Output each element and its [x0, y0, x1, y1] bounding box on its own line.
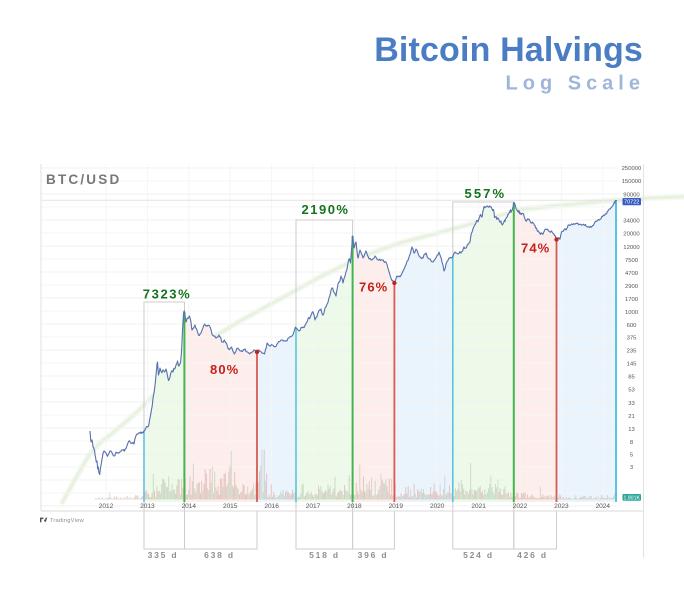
- svg-text:2015: 2015: [223, 503, 238, 510]
- svg-text:250000: 250000: [622, 166, 642, 172]
- svg-text:145: 145: [627, 362, 638, 368]
- svg-text:375: 375: [627, 336, 638, 342]
- svg-text:600: 600: [627, 323, 638, 329]
- svg-text:2190%: 2190%: [302, 202, 350, 217]
- svg-text:2013: 2013: [140, 503, 155, 510]
- svg-text:518 d: 518 d: [309, 550, 340, 560]
- svg-text:235: 235: [627, 349, 638, 355]
- svg-text:12000: 12000: [623, 245, 640, 251]
- svg-text:TradingView: TradingView: [50, 518, 85, 524]
- svg-text:2012: 2012: [99, 503, 114, 510]
- svg-text:BTC/USD: BTC/USD: [46, 172, 121, 187]
- svg-text:8: 8: [630, 440, 634, 446]
- svg-text:1000: 1000: [625, 310, 639, 316]
- svg-text:7323%: 7323%: [143, 287, 191, 302]
- svg-text:5: 5: [630, 453, 634, 459]
- svg-text:80%: 80%: [210, 362, 239, 377]
- svg-text:2017: 2017: [306, 503, 321, 510]
- svg-text:21: 21: [628, 414, 635, 420]
- svg-text:2019: 2019: [389, 503, 404, 510]
- svg-text:76%: 76%: [359, 280, 388, 295]
- svg-text:150000: 150000: [622, 179, 642, 185]
- svg-text:2022: 2022: [513, 503, 528, 510]
- svg-text:396 d: 396 d: [358, 550, 389, 560]
- svg-text:13: 13: [628, 427, 635, 433]
- svg-text:70722: 70722: [624, 200, 639, 206]
- svg-text:33: 33: [628, 401, 635, 407]
- svg-text:2024: 2024: [596, 503, 611, 510]
- svg-text:2023: 2023: [554, 503, 569, 510]
- svg-text:Bitcoin Halvings: Bitcoin Halvings: [374, 31, 643, 69]
- svg-text:85: 85: [628, 375, 635, 381]
- svg-text:1700: 1700: [625, 297, 639, 303]
- svg-text:90000: 90000: [623, 193, 640, 199]
- svg-text:524 d: 524 d: [463, 550, 494, 560]
- svg-text:2016: 2016: [264, 503, 279, 510]
- svg-text:2018: 2018: [347, 503, 362, 510]
- svg-text:638 d: 638 d: [204, 550, 235, 560]
- svg-text:7500: 7500: [625, 258, 639, 264]
- svg-text:2900: 2900: [625, 284, 639, 290]
- svg-text:20000: 20000: [623, 232, 640, 238]
- svg-text:557%: 557%: [465, 186, 507, 201]
- svg-text:2020: 2020: [430, 503, 445, 510]
- svg-text:Log Scale: Log Scale: [506, 73, 645, 95]
- svg-text:1.901K: 1.901K: [623, 495, 640, 501]
- svg-text:2021: 2021: [471, 503, 486, 510]
- svg-text:426 d: 426 d: [517, 550, 548, 560]
- svg-text:335 d: 335 d: [148, 550, 179, 560]
- svg-text:53: 53: [628, 388, 635, 394]
- svg-text:74%: 74%: [521, 241, 550, 256]
- svg-text:34000: 34000: [623, 219, 640, 225]
- svg-text:4700: 4700: [625, 271, 639, 277]
- svg-text:3: 3: [630, 465, 634, 471]
- svg-text:2014: 2014: [182, 503, 197, 510]
